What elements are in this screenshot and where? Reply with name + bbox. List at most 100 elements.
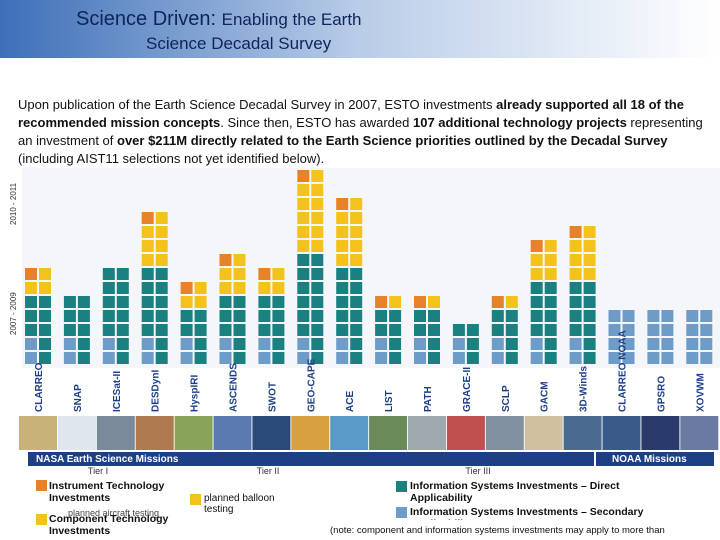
square: [583, 268, 596, 280]
square: [116, 296, 129, 308]
tier-label: Tier I: [88, 466, 108, 476]
square: [297, 212, 310, 224]
square: [77, 296, 90, 308]
square: [569, 282, 582, 294]
mission-label: GEO-CAPE: [306, 358, 317, 412]
square: [272, 296, 285, 308]
square: [569, 240, 582, 252]
mission-label: ICESat-II: [112, 371, 123, 412]
square: [375, 338, 388, 350]
square: [700, 310, 713, 322]
square: [272, 268, 285, 280]
square: [414, 296, 426, 308]
square: [102, 352, 115, 364]
square: [583, 338, 596, 350]
mission-label: SWOT: [267, 382, 278, 412]
square: [350, 282, 363, 294]
title-part: Science Driven:: [76, 8, 217, 30]
square: [141, 310, 154, 322]
square: [141, 226, 154, 238]
square: [77, 352, 90, 364]
nasa-banner: [28, 452, 594, 466]
square: [141, 240, 154, 252]
square: [389, 296, 402, 308]
square: [155, 310, 168, 322]
square: [569, 226, 582, 238]
square: [258, 352, 271, 364]
square: [297, 268, 310, 280]
square: [77, 324, 90, 336]
square: [505, 338, 518, 350]
square: [569, 296, 582, 308]
square: [544, 324, 557, 336]
square: [569, 324, 582, 336]
square: [686, 324, 699, 336]
swatch: [190, 494, 201, 505]
square: [141, 352, 154, 364]
square: [25, 324, 37, 336]
square: [297, 338, 310, 350]
square: [233, 254, 246, 266]
square: [608, 324, 621, 336]
square: [389, 310, 402, 322]
square: [311, 198, 324, 210]
square: [219, 310, 232, 322]
square: [233, 324, 246, 336]
square: [297, 296, 310, 308]
square: [116, 324, 129, 336]
square: [466, 352, 479, 364]
square: [428, 296, 440, 308]
mission-image: [485, 416, 524, 450]
chart-bg: [22, 168, 720, 368]
square: [350, 240, 363, 252]
square: [180, 352, 193, 364]
square: [530, 254, 543, 266]
square: [544, 338, 557, 350]
square: [530, 324, 543, 336]
square: [311, 254, 324, 266]
square: [102, 324, 115, 336]
square: [272, 338, 285, 350]
square: [336, 296, 349, 308]
square: [466, 324, 479, 336]
square: [583, 282, 596, 294]
square: [530, 282, 543, 294]
square: [544, 352, 557, 364]
square: [647, 352, 660, 364]
legend-text: Instrument Technology Investments: [49, 480, 165, 504]
square: [505, 296, 518, 308]
square: [530, 268, 543, 280]
square: [219, 296, 232, 308]
square: [661, 310, 674, 322]
mission-image: [641, 416, 680, 450]
square: [297, 352, 310, 364]
square: [194, 282, 207, 294]
mission-image: [563, 416, 602, 450]
mission-image: [19, 416, 57, 450]
square: [102, 296, 115, 308]
square: [311, 240, 324, 252]
square: [569, 310, 582, 322]
paragraph-part: (including AIST11 selections not yet ide…: [18, 151, 325, 166]
square: [336, 310, 349, 322]
square: [350, 268, 363, 280]
square: [661, 338, 674, 350]
square: [219, 268, 232, 280]
square: [311, 296, 324, 308]
square: [544, 254, 557, 266]
square: [63, 338, 76, 350]
square: [311, 338, 324, 350]
legend-text: planned balloon testing: [204, 493, 275, 515]
square: [194, 296, 207, 308]
period-label: 2007 - 2009: [9, 292, 18, 335]
square: [141, 282, 154, 294]
tier-label: Tier III: [465, 466, 490, 476]
square: [414, 324, 426, 336]
square: [700, 324, 713, 336]
swatch: [396, 507, 407, 518]
square: [350, 254, 363, 266]
square: [155, 352, 168, 364]
square: [194, 352, 207, 364]
mission-label: SNAP: [73, 384, 84, 412]
